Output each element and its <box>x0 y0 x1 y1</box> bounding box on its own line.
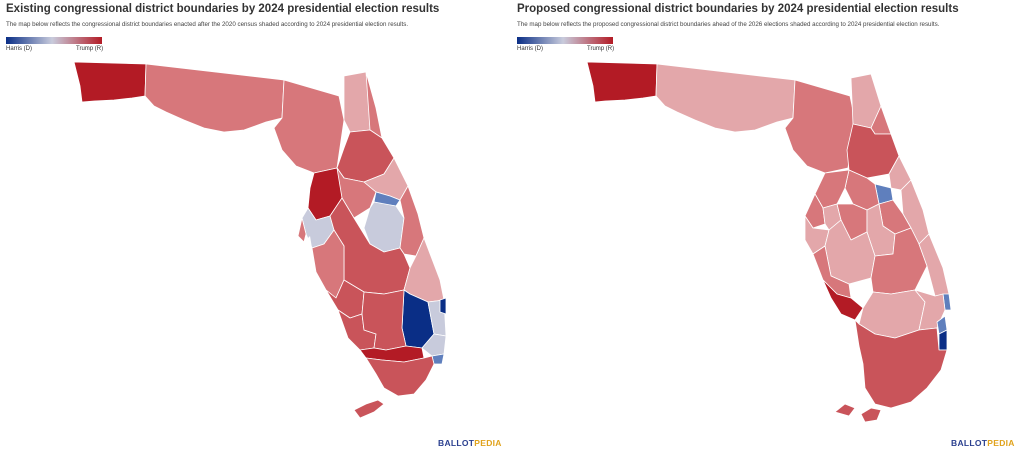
legend-gradient-bar <box>517 37 613 44</box>
florida-keys[interactable] <box>834 403 882 423</box>
ballotpedia-logo[interactable]: BALLOTPEDIA <box>438 438 502 448</box>
district-2[interactable] <box>144 63 285 133</box>
legend-label-democrat: Harris (D) <box>517 46 543 52</box>
proposed-map-legend: Harris (D) Trump (R) <box>517 37 617 57</box>
district-2[interactable] <box>655 63 796 133</box>
district-1[interactable] <box>73 61 147 103</box>
florida-keys[interactable] <box>353 399 385 419</box>
district-13[interactable] <box>804 193 826 229</box>
district-27[interactable] <box>938 329 948 351</box>
tampa-bay-water <box>304 236 312 252</box>
legend-label-republican: Trump (R) <box>587 46 615 52</box>
district-3[interactable] <box>784 79 856 174</box>
existing-map-legend: Harris (D) Trump (R) <box>6 37 106 57</box>
district-23[interactable] <box>421 333 447 357</box>
proposed-map-subtitle: The map below reflects the proposed cong… <box>517 21 940 28</box>
proposed-district-map <box>586 61 952 423</box>
district-20[interactable] <box>822 279 864 321</box>
district-21[interactable] <box>439 297 447 315</box>
ballotpedia-logo[interactable]: BALLOTPEDIA <box>951 438 1015 448</box>
district-1[interactable] <box>586 61 658 103</box>
proposed-map-panel: Proposed congressional district boundari… <box>515 0 1020 455</box>
legend-label-democrat: Harris (D) <box>6 46 32 52</box>
district-28[interactable] <box>854 319 948 409</box>
existing-map-subtitle: The map below reflects the congressional… <box>6 21 409 28</box>
district-27[interactable] <box>365 355 435 397</box>
existing-district-map <box>73 61 447 419</box>
legend-gradient-bar <box>6 37 102 44</box>
district-3[interactable] <box>273 79 345 174</box>
proposed-map-title: Proposed congressional district boundari… <box>517 3 959 15</box>
legend-label-republican: Trump (R) <box>76 46 104 52</box>
existing-map-title: Existing congressional district boundari… <box>6 3 440 15</box>
existing-map-panel: Existing congressional district boundari… <box>4 0 509 455</box>
